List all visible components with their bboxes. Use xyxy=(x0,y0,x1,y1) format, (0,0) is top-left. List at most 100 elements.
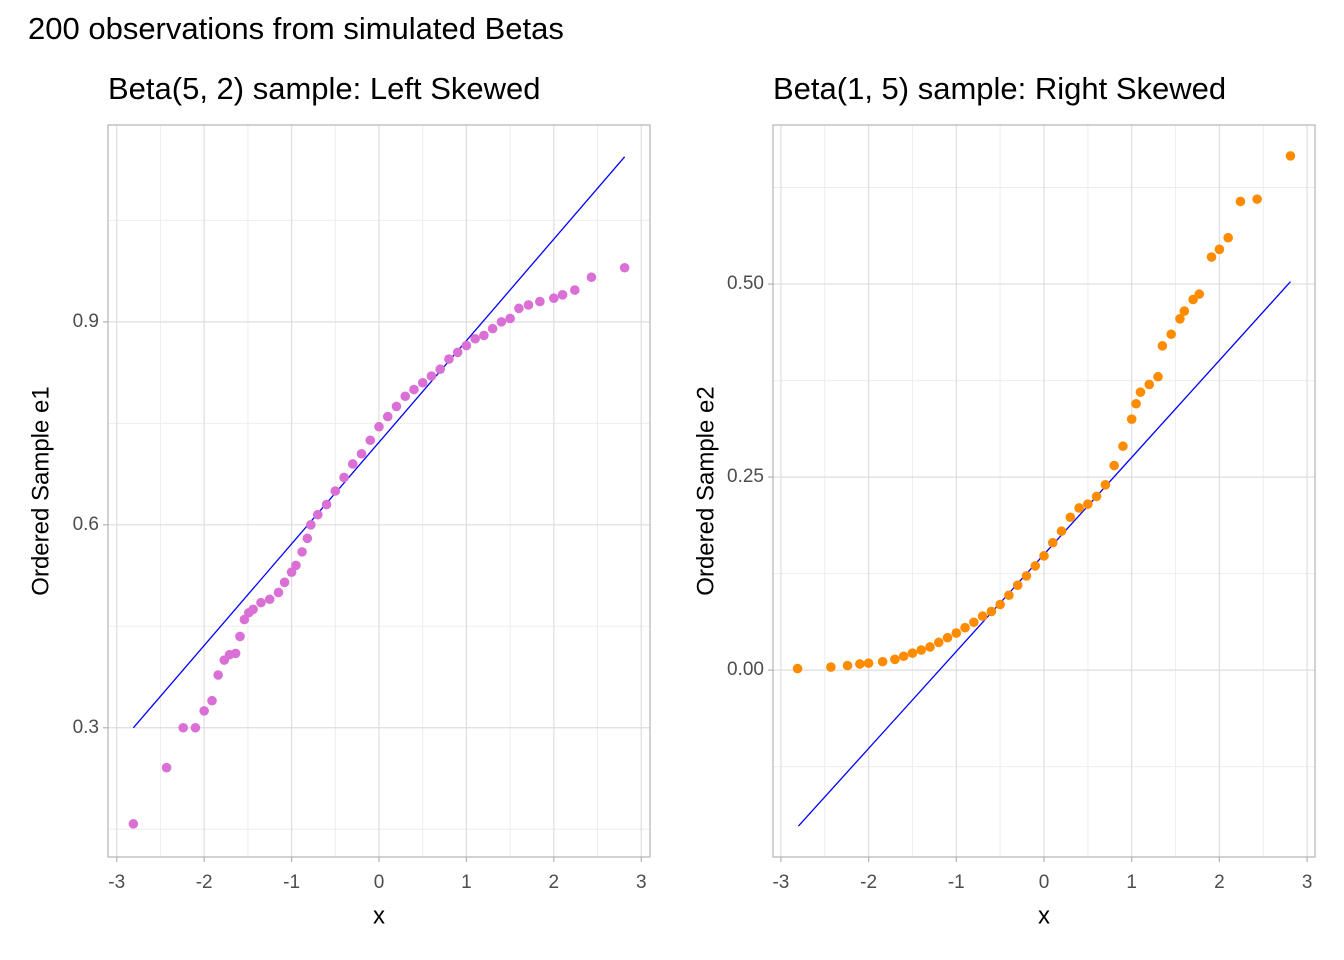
point xyxy=(826,662,836,672)
panel-title: Beta(5, 2) sample: Left Skewed xyxy=(108,71,541,106)
point xyxy=(1223,232,1233,243)
point xyxy=(933,637,944,648)
reference-line xyxy=(132,156,626,729)
point xyxy=(297,547,307,557)
point xyxy=(855,659,865,669)
y-tick-label: 0.25 xyxy=(727,466,764,487)
point xyxy=(1083,499,1093,509)
point xyxy=(960,622,970,633)
point xyxy=(321,499,332,510)
panel-border xyxy=(772,124,1316,858)
point xyxy=(916,645,927,655)
point xyxy=(1153,371,1163,382)
point xyxy=(128,819,139,829)
point xyxy=(1194,289,1205,299)
point xyxy=(977,611,988,621)
x-tick-label: -1 xyxy=(283,872,300,893)
x-axis-label: x xyxy=(373,902,385,929)
point xyxy=(190,722,201,733)
point xyxy=(877,656,888,667)
point xyxy=(426,371,437,381)
y-axis-label: Ordered Sample e1 xyxy=(27,386,54,595)
y-axis-label: Ordered Sample e2 xyxy=(692,386,719,595)
point xyxy=(470,333,480,344)
point xyxy=(549,293,559,303)
point xyxy=(1021,571,1032,581)
point xyxy=(863,658,874,668)
x-tick-label: 0 xyxy=(374,872,385,893)
point xyxy=(898,651,909,662)
point xyxy=(1131,398,1141,409)
x-tick-label: -1 xyxy=(948,872,965,893)
point xyxy=(1135,387,1146,397)
point xyxy=(213,670,223,680)
x-tick-label: -3 xyxy=(108,872,125,893)
point xyxy=(1039,551,1049,561)
panel-title: Beta(1, 5) sample: Right Skewed xyxy=(773,71,1226,106)
point xyxy=(178,722,188,733)
point xyxy=(1065,512,1076,523)
point xyxy=(1179,306,1190,316)
point xyxy=(391,401,402,412)
x-tick-label: -3 xyxy=(772,872,789,893)
y-tick-label: 0.50 xyxy=(727,273,764,294)
point xyxy=(1030,561,1041,571)
x-tick-label: 2 xyxy=(549,872,560,893)
point xyxy=(1175,314,1185,324)
point xyxy=(514,303,524,314)
point xyxy=(435,364,445,375)
point xyxy=(523,300,534,310)
point xyxy=(382,411,393,422)
x-tick-label: -2 xyxy=(196,872,213,893)
point xyxy=(1100,480,1111,490)
point xyxy=(230,648,241,659)
point xyxy=(951,628,962,638)
point xyxy=(619,262,630,273)
point xyxy=(1074,503,1084,513)
panel-border xyxy=(107,124,651,858)
point xyxy=(444,354,454,364)
point xyxy=(586,272,597,283)
x-tick-label: 1 xyxy=(1126,872,1137,893)
point xyxy=(291,560,301,571)
point xyxy=(161,762,172,773)
point xyxy=(347,459,358,469)
x-tick-label: 2 xyxy=(1214,872,1225,893)
point xyxy=(1012,580,1023,591)
point xyxy=(1056,526,1067,536)
point xyxy=(400,391,411,402)
point xyxy=(842,660,853,671)
x-tick-label: 3 xyxy=(636,872,647,893)
figure-title: 200 observations from simulated Betas xyxy=(28,11,564,46)
y-tick-label: 0.6 xyxy=(73,514,99,535)
point xyxy=(409,384,419,395)
point xyxy=(1206,252,1217,262)
point xyxy=(279,577,290,588)
point xyxy=(207,695,217,706)
point xyxy=(256,597,266,608)
point xyxy=(1047,537,1058,548)
x-tick-label: 1 xyxy=(461,872,472,893)
point xyxy=(969,617,979,628)
point xyxy=(1109,460,1119,471)
point xyxy=(365,435,376,446)
point xyxy=(235,631,245,642)
point xyxy=(1285,151,1296,161)
point xyxy=(374,421,384,432)
point xyxy=(273,587,284,598)
x-tick-label: 3 xyxy=(1302,872,1313,893)
point xyxy=(313,509,323,520)
point xyxy=(452,347,463,358)
point xyxy=(1235,196,1246,207)
point xyxy=(1166,329,1176,340)
point xyxy=(199,706,209,716)
point xyxy=(1118,441,1128,452)
point xyxy=(995,599,1005,610)
point xyxy=(907,648,918,658)
point xyxy=(479,330,489,341)
x-axis-label: x xyxy=(1038,902,1050,929)
point xyxy=(306,520,316,530)
point xyxy=(496,317,507,327)
y-tick-label: 0.00 xyxy=(727,659,764,680)
